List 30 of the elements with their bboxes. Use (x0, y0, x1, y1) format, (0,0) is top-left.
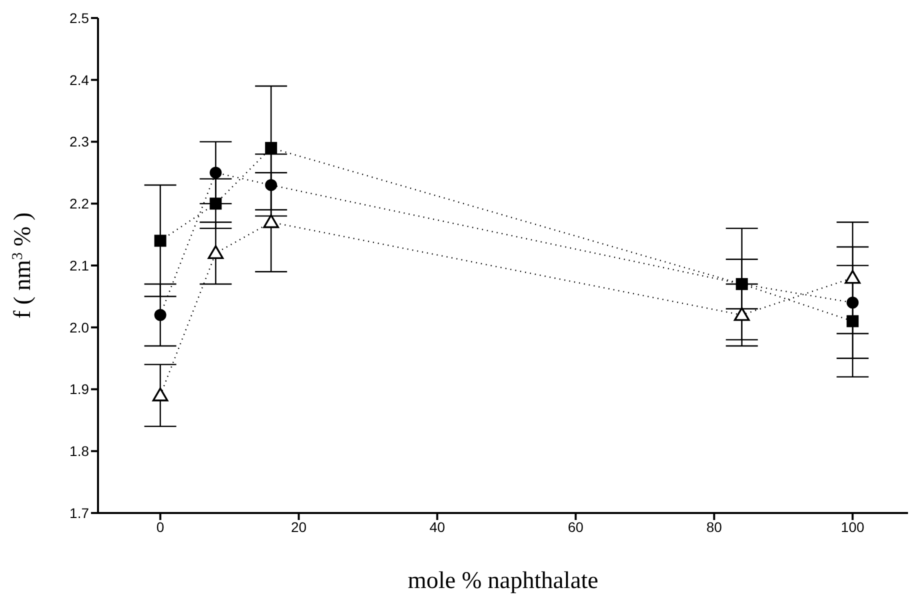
x-tick-label: 40 (429, 518, 446, 535)
x-tick-label: 60 (568, 518, 584, 535)
x-tick-label: 100 (840, 518, 865, 535)
point (844, 270, 861, 284)
point (265, 179, 278, 192)
y-tick-label: 2.0 (70, 319, 90, 336)
point (208, 245, 224, 260)
y-tick-label: 1.8 (70, 443, 90, 460)
x-tick-label: 20 (290, 518, 307, 535)
y-tick-label: 2.2 (70, 196, 90, 212)
x-axis-title: mole % naphthalate (408, 568, 598, 594)
point (263, 214, 279, 228)
y-tick-label: 2.5 (70, 10, 90, 26)
y-tick-label: 1.7 (70, 504, 90, 521)
point (154, 234, 166, 247)
point (736, 278, 748, 290)
point (734, 307, 750, 321)
y-tick-label: 2.1 (70, 257, 90, 274)
point (210, 166, 222, 179)
y-tick-label: 1.9 (70, 381, 90, 398)
point (154, 309, 166, 321)
x-tick-label: 0 (156, 518, 164, 535)
x-tick-label: 80 (706, 518, 722, 535)
y-tick-label: 2.4 (70, 72, 90, 88)
point (210, 198, 222, 210)
point (152, 388, 168, 402)
point (265, 142, 278, 154)
y-tick-label: 2.3 (70, 134, 90, 150)
point (846, 296, 859, 309)
point (846, 315, 859, 328)
